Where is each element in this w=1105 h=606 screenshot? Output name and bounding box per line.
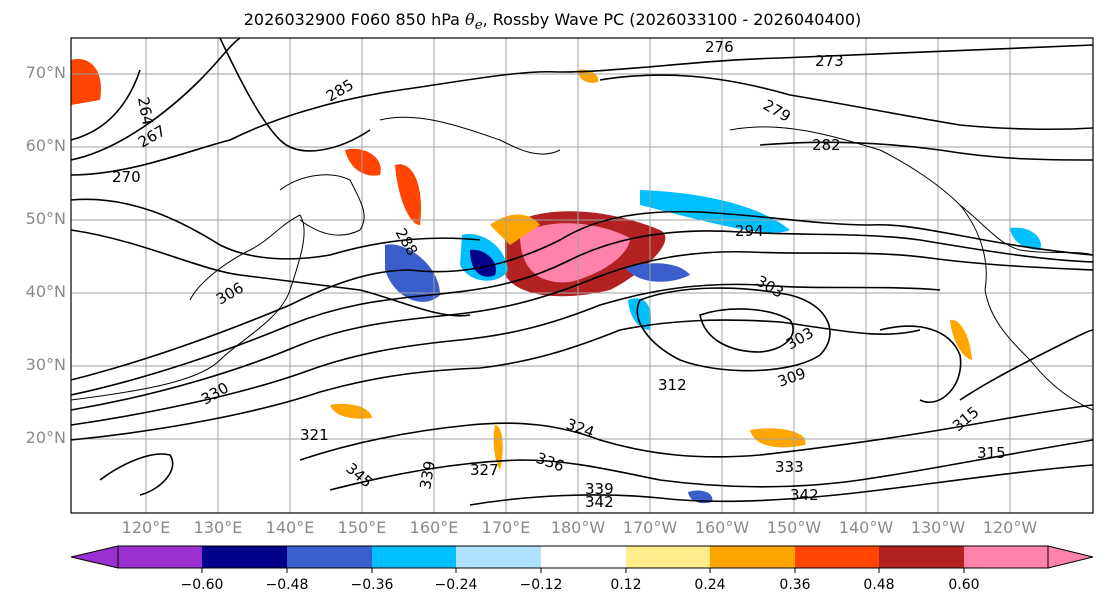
positive-anomaly-kamchatka (345, 148, 381, 176)
contour-label: 294 (735, 222, 764, 240)
lon-label: 120°W (982, 518, 1038, 537)
colorbar-tick-label: 0.24 (694, 577, 726, 593)
contour-label: 273 (815, 52, 844, 70)
positive-anomaly-okhotsk (395, 164, 421, 225)
lon-label: 160°E (409, 518, 459, 537)
negative-anomaly-west (385, 244, 440, 302)
positive-anomaly-core (520, 223, 630, 283)
lon-label: 120°E (121, 518, 171, 537)
contour-label: 282 (812, 136, 841, 154)
colorbar-swatch (710, 546, 795, 568)
colorbar-swatch (202, 546, 287, 568)
contour-label: 333 (775, 458, 804, 476)
colorbar-extend-high (1047, 545, 1094, 569)
colorbar-tick-label: 0.12 (610, 577, 642, 593)
map-title: 2026032900 F060 850 hPa θe, Rossby Wave … (243, 10, 862, 34)
negative-anomaly-gyre (625, 263, 690, 282)
colorbar-swatch (626, 546, 710, 568)
positive-anomaly-edge (490, 214, 540, 245)
colorbar-swatch (795, 546, 879, 568)
negative-anomaly-patch (1010, 227, 1041, 250)
lat-label: 40°N (25, 282, 66, 301)
positive-anomaly-patch (493, 425, 503, 470)
colorbar-tick-label: −0.48 (265, 577, 309, 593)
lat-label: 50°N (25, 209, 66, 228)
positive-anomaly-patch (950, 319, 972, 360)
contour-label: 276 (705, 38, 734, 56)
lon-label: 130°E (193, 518, 243, 537)
colorbar-tick-label: −0.36 (350, 577, 394, 593)
colorbar-swatch (456, 546, 541, 568)
colorbar (70, 545, 1094, 573)
lon-label: 140°W (838, 518, 894, 537)
coastlines (71, 116, 1093, 411)
contour-label-group: 264 267 270 273 276 279 282 285 288 294 … (112, 38, 1006, 511)
negative-anomaly-core (470, 249, 496, 277)
contour-label: 264 (134, 96, 157, 127)
colorbar-tick-label: −0.12 (519, 577, 563, 593)
positive-anomaly-patch (578, 69, 599, 83)
positive-anomaly-northwest (71, 59, 101, 105)
contour-label: 342 (585, 493, 614, 511)
theta-e-contours (71, 38, 1093, 506)
lat-label: 60°N (25, 136, 66, 155)
colorbar-tick-label: 0.60 (948, 577, 980, 593)
gridlines (71, 38, 1093, 513)
colorbar-swatch (964, 546, 1048, 568)
colorbar-tick-label: 0.48 (863, 577, 895, 593)
colorbar-tick-label: −0.24 (434, 577, 478, 593)
colorbar-tick-marks (201, 568, 965, 573)
lat-label: 70°N (25, 63, 66, 82)
colorbar-swatch (372, 546, 456, 568)
contour-label: 339 (585, 480, 614, 498)
lon-label: 170°E (481, 518, 531, 537)
lon-label: 140°E (265, 518, 315, 537)
lon-label: 170°W (622, 518, 678, 537)
contour-label: 339 (416, 459, 439, 490)
negative-anomaly-south (628, 298, 651, 330)
colorbar-swatch (541, 546, 626, 568)
lon-label: 150°E (337, 518, 387, 537)
colorbar-tick-label: −0.60 (180, 577, 224, 593)
lon-label: 180°W (550, 518, 606, 537)
lat-label: 30°N (25, 355, 66, 374)
contour-label: 327 (470, 461, 499, 479)
map-frame (70, 37, 1094, 514)
contour-label: 312 (658, 376, 687, 394)
contour-label: 342 (790, 486, 819, 504)
colorbar-tick-label: 0.36 (779, 577, 811, 593)
contour-label: 315 (977, 444, 1006, 462)
contour-label: 321 (300, 426, 329, 444)
colorbar-swatch (118, 546, 202, 568)
negative-anomaly-east (640, 190, 790, 233)
lon-label: 160°W (694, 518, 750, 537)
colorbar-frame (117, 545, 1049, 569)
colorbar-swatch (879, 546, 964, 568)
lat-label: 20°N (25, 428, 66, 447)
lon-label: 130°W (910, 518, 966, 537)
positive-anomaly-patch (750, 428, 806, 448)
lon-label: 150°W (766, 518, 822, 537)
contour-label: 270 (112, 168, 141, 186)
colorbar-extend-low (70, 545, 119, 569)
colorbar-swatch (287, 546, 372, 568)
